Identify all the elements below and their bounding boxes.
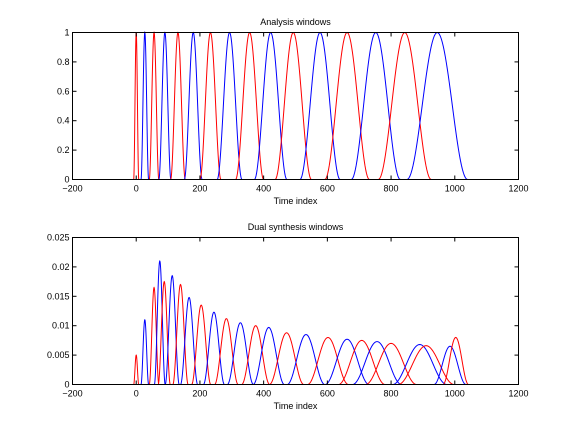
analysis-xtick-label: 1200 [508, 184, 528, 194]
analysis-xtick-label: 600 [320, 184, 335, 194]
analysis-ytick-label: 0.8 [57, 57, 70, 67]
analysis-xlabel: Time index [274, 196, 318, 206]
analysis-title: Analysis windows [260, 17, 331, 27]
synthesis-axes: Dual synthesis windows Time index −200 0 2… [47, 222, 529, 411]
analysis-ytick-label: 0.6 [57, 86, 70, 96]
synthesis-xtick-label: 1200 [508, 389, 528, 399]
synthesis-title: Dual synthesis windows [248, 222, 344, 232]
analysis-xtick-label: −200 [62, 184, 82, 194]
analysis-xtick-label: 800 [384, 184, 399, 194]
synthesis-xtick-label: 400 [256, 389, 271, 399]
synthesis-ytick-label: 0 [64, 380, 69, 390]
synthesis-xtick-label: 1000 [445, 389, 465, 399]
analysis-ytick-label: 1 [64, 28, 69, 38]
synthesis-xtick-label: 200 [192, 389, 207, 399]
synthesis-ytick-label: 0.025 [47, 233, 70, 243]
analysis-ytick-label: 0 [64, 175, 69, 185]
synthesis-xtick-label: −200 [62, 389, 82, 399]
synthesis-xlabel: Time index [274, 401, 318, 411]
synthesis-xtick-label: 600 [320, 389, 335, 399]
synthesis-ytick-label: 0.005 [47, 350, 70, 360]
analysis-xtick-label: 400 [256, 184, 271, 194]
synthesis-xtick-label: 0 [134, 389, 139, 399]
analysis-ytick-label: 0.4 [57, 116, 70, 126]
analysis-xtick-label: 200 [192, 184, 207, 194]
analysis-xtick-label: 0 [134, 184, 139, 194]
analysis-ytick-label: 0.2 [57, 145, 70, 155]
synthesis-ytick-label: 0.02 [52, 262, 70, 272]
analysis-plot-area [73, 33, 519, 180]
synthesis-ytick-label: 0.01 [52, 321, 70, 331]
analysis-xtick-label: 1000 [445, 184, 465, 194]
analysis-axes: Analysis windows Time index −200 0 200 400 6… [57, 17, 529, 206]
synthesis-ytick-label: 0.015 [47, 291, 70, 301]
synthesis-xtick-label: 800 [384, 389, 399, 399]
